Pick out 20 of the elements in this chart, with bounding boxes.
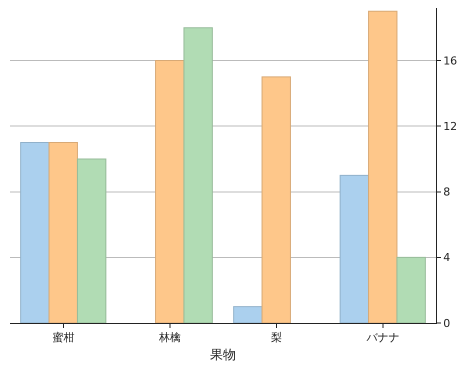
y-tick-label: 4 (443, 251, 450, 264)
x-tick-label: 梨 (270, 331, 282, 344)
y-tick-label: 8 (443, 186, 450, 199)
x-axis-title: 果物 (210, 348, 236, 363)
bar (396, 256, 426, 323)
bar (183, 27, 213, 323)
bar (368, 10, 398, 323)
bar (76, 158, 106, 323)
y-tick-label: 12 (443, 120, 458, 133)
x-tick-label: 林檎 (158, 331, 181, 344)
bar (340, 174, 370, 323)
bar (20, 142, 50, 323)
y-tick-label: 16 (443, 54, 458, 68)
x-tick-label: 蜜柑 (52, 331, 74, 344)
y-tick-label: 0 (443, 316, 450, 330)
bar (233, 306, 263, 323)
bar (262, 76, 291, 323)
x-tick-label: バナナ (365, 331, 400, 344)
bar (155, 60, 184, 323)
bar (48, 142, 78, 323)
